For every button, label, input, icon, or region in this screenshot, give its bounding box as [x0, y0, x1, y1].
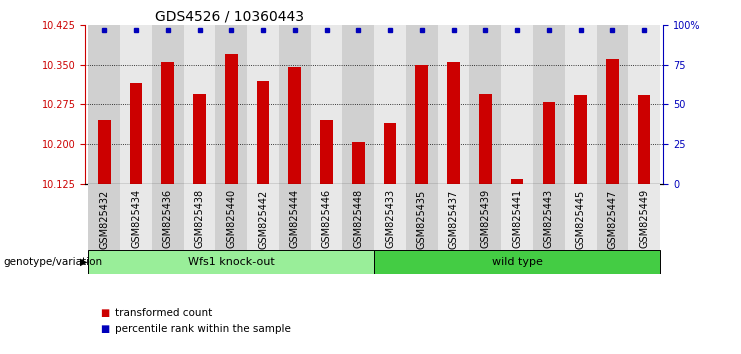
Bar: [533, 184, 565, 250]
Bar: [120, 184, 152, 250]
Bar: [256, 80, 270, 184]
Bar: [574, 95, 587, 184]
Bar: [279, 184, 310, 250]
Text: GSM825436: GSM825436: [163, 189, 173, 249]
Bar: [342, 184, 374, 250]
Text: GSM825442: GSM825442: [258, 189, 268, 249]
Bar: [184, 184, 216, 250]
Text: GSM825440: GSM825440: [226, 189, 236, 249]
Bar: [130, 83, 142, 184]
Bar: [247, 184, 279, 250]
Text: genotype/variation: genotype/variation: [4, 257, 103, 267]
Text: transformed count: transformed count: [115, 308, 212, 318]
Bar: [152, 184, 184, 250]
Bar: [384, 123, 396, 184]
Bar: [288, 67, 301, 184]
Text: GSM825445: GSM825445: [576, 189, 585, 249]
Bar: [511, 179, 523, 184]
Bar: [470, 184, 501, 250]
Bar: [374, 250, 660, 274]
Bar: [88, 250, 374, 274]
Bar: [98, 120, 110, 184]
Bar: [184, 25, 216, 184]
Text: GSM825438: GSM825438: [195, 189, 205, 249]
Bar: [374, 25, 406, 184]
Text: GSM825435: GSM825435: [417, 189, 427, 249]
Bar: [606, 59, 619, 184]
Bar: [438, 184, 470, 250]
Text: GSM825433: GSM825433: [385, 189, 395, 249]
Text: GSM825448: GSM825448: [353, 189, 363, 249]
Text: GSM825437: GSM825437: [448, 189, 459, 249]
Bar: [479, 94, 492, 184]
Bar: [597, 184, 628, 250]
Bar: [406, 25, 438, 184]
Text: GSM825449: GSM825449: [639, 189, 649, 249]
Text: Wfs1 knock-out: Wfs1 knock-out: [188, 257, 275, 267]
Bar: [438, 25, 470, 184]
Text: ■: ■: [100, 324, 109, 334]
Bar: [310, 184, 342, 250]
Bar: [628, 25, 660, 184]
Text: ▶: ▶: [80, 257, 87, 267]
Bar: [120, 25, 152, 184]
Bar: [374, 184, 406, 250]
Bar: [342, 25, 374, 184]
Bar: [406, 184, 438, 250]
Text: GDS4526 / 10360443: GDS4526 / 10360443: [155, 10, 304, 24]
Bar: [225, 54, 238, 184]
Text: GSM825443: GSM825443: [544, 189, 554, 249]
Bar: [533, 25, 565, 184]
Bar: [638, 95, 651, 184]
Text: ■: ■: [100, 308, 109, 318]
Bar: [448, 62, 460, 184]
Bar: [501, 25, 533, 184]
Text: GSM825432: GSM825432: [99, 189, 109, 249]
Text: GSM825446: GSM825446: [322, 189, 331, 249]
Bar: [352, 142, 365, 184]
Bar: [279, 25, 310, 184]
Bar: [320, 120, 333, 184]
Text: GSM825434: GSM825434: [131, 189, 141, 249]
Bar: [470, 25, 501, 184]
Bar: [501, 184, 533, 250]
Bar: [628, 184, 660, 250]
Bar: [416, 65, 428, 184]
Bar: [216, 25, 247, 184]
Bar: [565, 25, 597, 184]
Bar: [162, 62, 174, 184]
Bar: [88, 25, 120, 184]
Bar: [88, 184, 120, 250]
Bar: [597, 25, 628, 184]
Bar: [216, 184, 247, 250]
Bar: [193, 94, 206, 184]
Bar: [247, 25, 279, 184]
Bar: [542, 102, 555, 184]
Text: GSM825447: GSM825447: [608, 189, 617, 249]
Text: wild type: wild type: [492, 257, 542, 267]
Bar: [152, 25, 184, 184]
Bar: [565, 184, 597, 250]
Text: GSM825441: GSM825441: [512, 189, 522, 249]
Text: GSM825444: GSM825444: [290, 189, 300, 249]
Text: percentile rank within the sample: percentile rank within the sample: [115, 324, 290, 334]
Bar: [310, 25, 342, 184]
Text: GSM825439: GSM825439: [480, 189, 491, 249]
